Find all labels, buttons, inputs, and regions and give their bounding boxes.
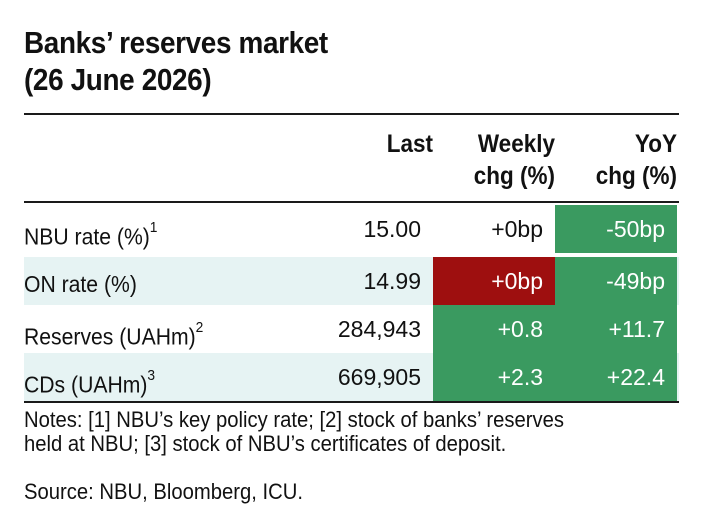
header-yoy: YoY chg (%) [567, 128, 677, 192]
cell-yoy-chg: -50bp [555, 205, 677, 253]
cell-yoy-chg: +11.7 [555, 305, 677, 353]
header-yoy-line-1: YoY [634, 130, 677, 158]
table-row-on-rate: ON rate (%) 14.99 +0bp -49bp [24, 257, 679, 305]
row-label: ON rate (%) [24, 271, 137, 297]
footnote-marker: 3 [147, 367, 156, 384]
footnote-marker: 2 [195, 319, 204, 336]
header-rule [24, 201, 679, 203]
cell-weekly-chg: +2.3 [433, 353, 555, 401]
table-title: Banks’ reserves market (26 June 2026) [24, 24, 679, 98]
cell-last: 15.00 [363, 216, 421, 242]
cell-last: 14.99 [363, 268, 421, 294]
table-row-nbu-rate: NBU rate (%)1 15.00 +0bp -50bp [24, 205, 679, 253]
cell-weekly-chg: +0.8 [433, 305, 555, 353]
cell-yoy-chg: +22.4 [555, 353, 677, 401]
footnote-marker: 1 [149, 219, 158, 236]
header-weekly: Weekly chg (%) [445, 128, 555, 192]
row-label: CDs (UAHm)3 [24, 367, 156, 398]
header-weekly-line-1: Weekly [477, 130, 555, 158]
bottom-rule [24, 401, 679, 403]
notes-line-2: held at NBU; [3] stock of NBU’s certific… [24, 431, 507, 456]
header-last: Last [386, 130, 433, 158]
cell-last: 284,943 [337, 316, 421, 342]
cell-yoy-chg: -49bp [555, 257, 677, 305]
row-label: Reserves (UAHm)2 [24, 319, 204, 350]
notes-line-1: Notes: [1] NBU’s key policy rate; [2] st… [24, 407, 564, 432]
header-weekly-line-2: chg (%) [473, 162, 555, 190]
table-row-cds: CDs (UAHm)3 669,905 +2.3 +22.4 [24, 353, 679, 401]
source-note: Source: NBU, Bloomberg, ICU. [24, 479, 303, 504]
table-row-reserves: Reserves (UAHm)2 284,943 +0.8 +11.7 [24, 305, 679, 353]
cell-weekly-chg: +0bp [491, 216, 543, 242]
top-rule [24, 113, 679, 115]
header-yoy-line-2: chg (%) [595, 162, 677, 190]
table-notes: Notes: [1] NBU’s key policy rate; [2] st… [24, 408, 659, 456]
row-label: NBU rate (%)1 [24, 219, 158, 250]
cell-last: 669,905 [337, 364, 421, 390]
title-line-1: Banks’ reserves market [24, 25, 328, 60]
cell-weekly-chg: +0bp [433, 257, 555, 305]
title-line-2: (26 June 2026) [24, 62, 212, 97]
